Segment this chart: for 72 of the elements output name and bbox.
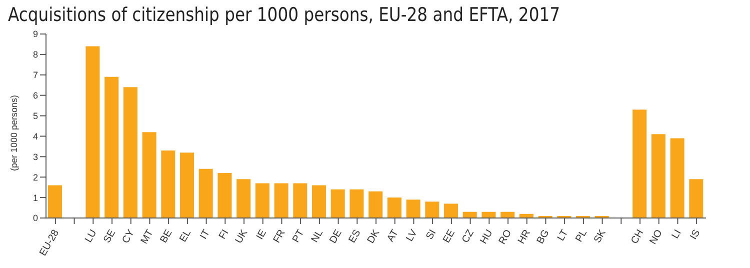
x-tick-label: ES [347,228,364,246]
x-tick-label: FR [272,228,288,246]
bar [104,76,119,218]
x-tick-label: PL [574,228,590,244]
bar [406,200,420,218]
bar [293,183,308,218]
x-tick-label: FI [217,228,232,242]
x-tick-label: IS [688,228,703,242]
bar [312,185,326,218]
x-tick-label: SI [424,228,439,242]
y-tick-label: 7 [32,70,38,80]
bar [444,204,458,218]
y-tick-label: 8 [32,50,38,60]
x-tick-label: LV [404,228,420,244]
y-tick-label: 1 [32,192,38,203]
y-tick-label: 2 [32,172,38,182]
bar [670,138,684,218]
x-tick-label: CH [629,228,646,246]
y-tick-label: 5 [32,110,38,121]
x-tick-label: DK [366,228,382,246]
x-tick-label: SK [592,228,609,246]
bar [387,198,402,218]
y-tick-label: 9 [32,29,38,40]
x-tick-label: RO [497,228,514,246]
bar [198,168,213,218]
x-tick-label: BG [535,228,552,246]
x-tick-label: HU [478,228,496,246]
bar [255,183,270,218]
bar [368,191,383,218]
x-tick-label: HR [516,228,533,246]
bar [500,212,515,218]
y-tick-label: 4 [32,131,38,142]
x-tick-label: EL [178,228,194,244]
chart-title: Acquisitions of citizenship per 1000 persons, EU-28 and EFTA, 2017 [8,4,562,26]
x-tick-label: LT [556,228,571,243]
x-tick-label: EE [441,228,458,246]
x-tick-label: LU [83,228,100,245]
x-tick-label: SE [102,228,118,246]
bar [482,212,496,218]
x-tick-label: MT [139,228,156,246]
x-tick-label: NO [648,228,666,246]
bar [48,185,62,218]
bar [142,132,156,218]
x-tick-label: DE [328,228,345,246]
y-tick-label: 6 [32,90,38,101]
x-tick-label: NL [310,228,326,245]
x-tick-label: CZ [460,228,476,246]
bar [218,173,232,218]
bar [161,150,176,218]
x-tick-label: LI [670,228,684,241]
x-tick-label: PT [290,228,307,245]
x-tick-label: UK [234,228,250,246]
bar [86,46,100,218]
x-tick-label: AT [385,228,401,244]
bar [123,87,138,218]
x-tick-label: BE [158,228,175,246]
x-tick-label: CY [120,228,138,246]
x-tick-label: IT [198,228,212,242]
bar [632,110,647,218]
bar [236,179,251,218]
y-tick-label: 3 [32,152,38,162]
bar [425,202,440,218]
bar [274,183,288,218]
bar [651,134,666,218]
bar [689,179,704,218]
bar [462,212,477,218]
y-axis-title: (per 1000 persons) [9,94,20,171]
bar [350,189,364,218]
bar [180,152,194,218]
bar [330,189,345,218]
x-tick-label: IE [254,228,270,242]
y-tick-label: 0 [32,213,38,224]
